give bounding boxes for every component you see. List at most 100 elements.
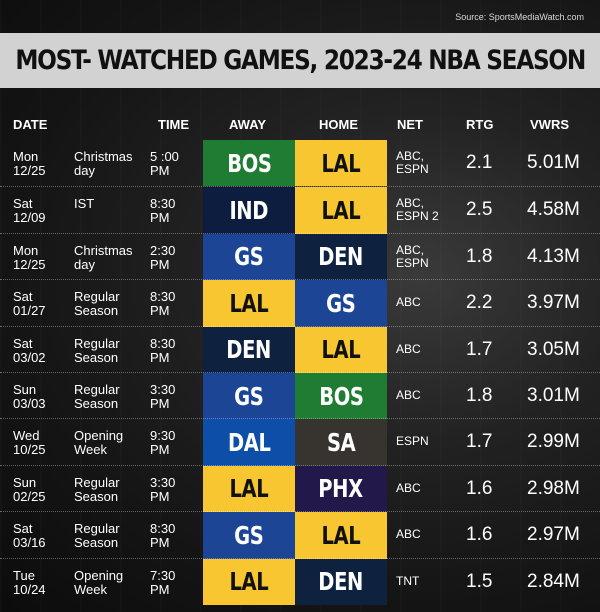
date-value: 02/25 (13, 488, 46, 504)
date-cell: Sat 01/27 (13, 290, 68, 318)
network-line-1: ABC (396, 295, 421, 310)
network-cell: ESPN (396, 435, 454, 448)
chart-title: MOST- WATCHED GAMES, 2023-24 NBA SEASON (15, 45, 586, 76)
time-value: 3:30 (150, 474, 176, 490)
time-meridiem: PM (150, 163, 170, 178)
time-value: 3:30 (150, 381, 176, 397)
date-cell: Sat 03/16 (13, 522, 68, 550)
event-line-2: day (74, 163, 95, 178)
rating-value: 1.8 (466, 245, 493, 267)
event-cell: Opening Week (74, 429, 144, 457)
table-row: Mon 12/25 Christmas day 5 :00 PM BOS LAL ABC, ESP… (0, 140, 600, 187)
date-value: 10/24 (13, 581, 46, 597)
network-cell: ABC, ESPN 2 (396, 197, 454, 223)
away-team-cell: LAL (203, 465, 295, 513)
title-band: MOST- WATCHED GAMES, 2023-24 NBA SEASON (0, 33, 600, 88)
away-team-cell: LAL (203, 558, 295, 605)
away-team-cell: GS (203, 512, 295, 559)
away-team-label: DEN (226, 335, 272, 365)
rating-value: 1.5 (466, 570, 493, 592)
date-cell: Wed 10/25 (13, 429, 68, 457)
home-team-cell: BOS (295, 372, 387, 420)
date-value: 12/25 (13, 256, 46, 272)
event-line-1: Regular (74, 521, 120, 537)
rating-value: 2.5 (466, 199, 493, 221)
viewers-value: 4.58M (527, 199, 580, 221)
away-team-label: IND (229, 196, 269, 226)
network-cell: ABC, ESPN (396, 242, 454, 270)
away-team-cell: DAL (203, 419, 295, 466)
away-team-cell: GS (203, 233, 295, 281)
event-cell: Opening Week (74, 567, 144, 597)
date-value: 12/09 (13, 210, 46, 226)
away-team-cell: BOS (203, 140, 295, 187)
home-team-label: DEN (318, 242, 364, 272)
home-team-label: BOS (318, 381, 364, 411)
date-value: 03/02 (13, 349, 46, 365)
time-cell: 3:30 PM (150, 474, 200, 504)
date-cell: Sun 02/25 (13, 474, 68, 504)
away-team-label: LAL (229, 474, 269, 504)
home-team-cell: LAL (295, 187, 387, 234)
event-line-1: Opening (74, 567, 124, 583)
away-team-cell: LAL (203, 280, 295, 327)
network-line-1: ESPN (396, 434, 429, 449)
viewers-value: 2.99M (527, 431, 580, 453)
network-line-1: TNT (396, 573, 420, 588)
header-date: DATE (13, 117, 48, 132)
time-cell: 2:30 PM (150, 243, 200, 272)
event-line-2: Week (74, 581, 107, 597)
network-cell: ABC, ESPN (396, 150, 454, 176)
event-line-2: Season (74, 488, 119, 504)
away-team-label: DAL (227, 428, 271, 458)
date-day: Sun (13, 474, 37, 490)
viewers-value: 2.97M (527, 524, 580, 546)
date-value: 01/27 (13, 303, 46, 319)
network-cell: ABC (396, 341, 454, 356)
event-cell: IST (74, 197, 144, 211)
network-line-1: ABC, (396, 242, 425, 257)
event-line-2: Season (74, 303, 119, 319)
source-credit: Source: SportsMediaWatch.com (455, 12, 584, 22)
time-cell: 8:30 PM (150, 335, 200, 365)
home-team-cell: DEN (295, 558, 387, 605)
time-cell: 7:30 PM (150, 567, 200, 597)
date-day: Mon (13, 242, 39, 258)
home-team-cell: LAL (295, 140, 387, 187)
event-cell: Christmas day (74, 150, 144, 178)
time-meridiem: PM (150, 442, 170, 458)
time-cell: 8:30 PM (150, 290, 200, 318)
away-team-cell: GS (203, 372, 295, 420)
home-team-label: GS (326, 288, 356, 318)
time-value: 5 :00 (150, 149, 179, 164)
table-row: Sat 03/16 Regular Season 8:30 PM GS LAL ABC 1.6 2.… (0, 511, 600, 559)
date-cell: Tue 10/24 (13, 568, 68, 597)
network-cell: ABC (396, 481, 454, 495)
time-cell: 8:30 PM (150, 522, 200, 550)
event-line-2: day (74, 256, 95, 272)
home-team-label: DEN (318, 567, 364, 597)
home-team-label: SA (326, 428, 356, 458)
date-day: Sun (13, 381, 37, 397)
event-line-1: Christmas (74, 242, 133, 258)
event-cell: Regular Season (74, 336, 144, 365)
network-line-1: ABC (396, 341, 421, 356)
table-row: Sun 03/03 Regular Season 3:30 PM GS BOS ABC 1.8 3.… (0, 371, 600, 420)
date-day: Sat (13, 521, 33, 537)
time-meridiem: PM (150, 535, 170, 551)
time-value: 7:30 (150, 567, 176, 583)
table-body: Mon 12/25 Christmas day 5 :00 PM BOS LAL ABC, ESP… (0, 140, 600, 605)
date-cell: Sat 12/09 (13, 197, 68, 225)
date-value: 10/25 (13, 442, 46, 458)
table-header: DATE TIME AWAY HOME NET RTG VWRS (0, 111, 600, 139)
event-line-1: Regular (74, 289, 120, 305)
viewers-value: 5.01M (527, 152, 580, 173)
event-cell: Regular Season (74, 475, 144, 504)
network-cell: TNT (396, 573, 454, 588)
network-cell: ABC (396, 388, 454, 402)
time-meridiem: PM (150, 488, 170, 504)
event-line-1: IST (74, 196, 95, 212)
time-value: 8:30 (150, 335, 176, 351)
away-team-label: BOS (226, 148, 272, 178)
date-cell: Mon 12/25 (13, 242, 68, 272)
